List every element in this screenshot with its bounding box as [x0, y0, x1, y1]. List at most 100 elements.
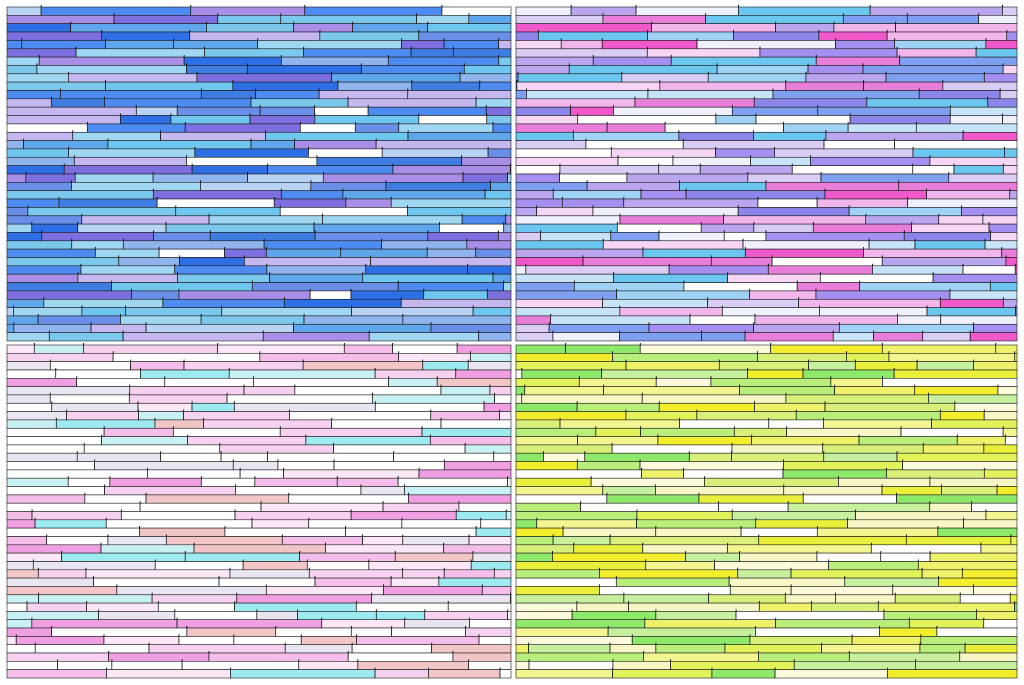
stripe-segment: [100, 544, 195, 554]
stripe-segment: [6, 115, 121, 125]
stripe-segment: [515, 248, 644, 258]
stripe-segment: [284, 298, 402, 308]
stripe-segment: [768, 419, 824, 429]
stripe-segment: [388, 377, 438, 387]
stripe-segment: [6, 315, 39, 325]
stripe-segment: [783, 486, 883, 496]
stripe-segment: [282, 536, 363, 546]
stripe-segment: [984, 73, 1018, 83]
stripe-segment: [289, 411, 432, 421]
stripe-segment: [390, 198, 512, 208]
stripe-segment: [515, 173, 560, 183]
stripe-segment: [515, 494, 608, 504]
stripe-segment: [872, 265, 964, 275]
stripe-segment: [961, 207, 1018, 217]
stripe-segment: [360, 486, 405, 496]
stripe-segment: [909, 619, 985, 629]
stripe-segment: [351, 627, 392, 637]
stripe-segment: [6, 536, 48, 546]
stripe-segment: [754, 315, 898, 325]
stripe-segment: [68, 477, 111, 487]
stripe-segment: [397, 282, 505, 292]
stripe-segment: [1004, 148, 1018, 158]
stripe-segment: [206, 23, 294, 33]
stripe-segment: [46, 536, 109, 546]
stripe-segment: [38, 594, 153, 604]
stripe-segment: [418, 31, 512, 41]
stripe-segment: [942, 81, 1018, 91]
stripe-segment: [208, 215, 323, 225]
stripe-segment: [728, 577, 846, 587]
stripe-segment: [183, 411, 290, 421]
stripe-segment: [382, 502, 460, 512]
stripe-segment: [6, 48, 77, 58]
stripe-segment: [43, 298, 164, 308]
stripe-segment: [898, 182, 1018, 191]
stripe-segment: [426, 248, 477, 258]
stripe-segment: [844, 577, 939, 587]
stripe-segment: [201, 477, 256, 487]
stripe-segment: [224, 248, 267, 258]
stripe-segment: [515, 444, 613, 454]
stripe-segment: [38, 569, 87, 579]
stripe-segment: [461, 215, 507, 225]
stripe-segment: [973, 323, 1018, 333]
stripe-segment: [796, 282, 860, 292]
stripe-segment: [265, 132, 409, 141]
stripe-segment: [423, 290, 488, 300]
stripe-segment: [6, 361, 51, 371]
stripe-segment: [140, 369, 230, 379]
stripe-segment: [254, 477, 338, 487]
stripe-segment: [783, 123, 849, 133]
stripe-segment: [27, 207, 177, 217]
stripe-segment: [612, 669, 713, 679]
stripe-segment: [655, 644, 726, 654]
stripe-segment: [356, 636, 480, 646]
stripe-segment: [639, 461, 784, 471]
stripe-segment: [705, 15, 844, 24]
stripe-segment: [340, 248, 428, 258]
stripe-segment: [111, 660, 183, 670]
stripe-segment: [421, 427, 512, 437]
stripe-segment: [847, 519, 964, 529]
stripe-segment: [584, 452, 690, 462]
stripe-segment: [490, 182, 512, 191]
stripe-segment: [350, 511, 457, 521]
stripe-segment: [257, 40, 402, 50]
stripe-segment: [77, 452, 162, 462]
stripe-segment: [321, 619, 406, 629]
stripe-segment: [918, 561, 1018, 571]
stripe-segment: [707, 298, 800, 308]
stripe-segment: [868, 240, 916, 250]
stripe-segment: [948, 173, 1018, 183]
stripe-segment: [41, 232, 154, 242]
stripe-segment: [233, 636, 302, 646]
stripe-segment: [599, 569, 739, 579]
stripe-segment: [755, 519, 848, 529]
stripe-segment: [628, 602, 760, 612]
stripe-segment: [385, 182, 491, 191]
stripe-segment: [402, 315, 512, 325]
stripe-segment: [112, 352, 261, 362]
stripe-segment: [145, 323, 294, 333]
stripe-segment: [191, 165, 269, 175]
stripe-segment: [734, 427, 787, 437]
stripe-segment: [753, 323, 840, 333]
stripe-segment: [552, 536, 611, 546]
stripe-segment: [619, 215, 724, 225]
stripe-segment: [372, 394, 495, 404]
stripe-segment: [255, 90, 320, 100]
stripe-segment: [920, 636, 1018, 646]
stripe-segment: [6, 660, 58, 670]
stripe-segment: [755, 115, 851, 125]
stripe-segment: [200, 315, 305, 325]
stripe-segment: [685, 190, 826, 200]
stripe-segment: [333, 461, 445, 471]
stripe-segment: [609, 536, 760, 546]
stripe-segment: [579, 377, 657, 387]
stripe-segment: [936, 627, 1018, 637]
stripe-segment: [453, 48, 512, 58]
stripe-segment: [6, 577, 94, 587]
stripe-segment: [515, 652, 644, 662]
stripe-segment: [342, 190, 486, 200]
